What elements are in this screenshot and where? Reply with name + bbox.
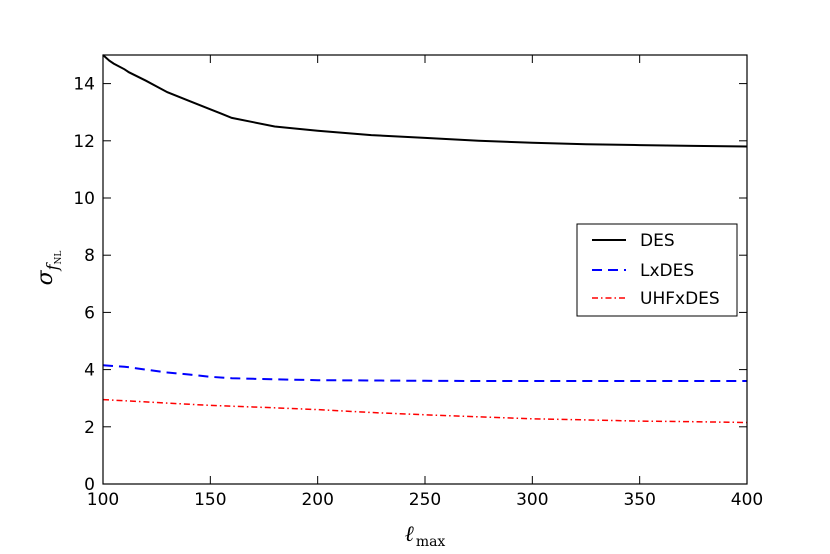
y-axis-label-main: σ xyxy=(33,269,58,285)
y-tick-label: 6 xyxy=(84,303,95,323)
y-tick-label: 8 xyxy=(84,246,95,266)
y-axis-label-sub: f xyxy=(43,261,62,271)
y-tick-label: 4 xyxy=(84,361,95,381)
series-line-uhfxdes xyxy=(102,398,748,424)
x-axis-label-sub: max xyxy=(416,534,446,550)
legend-label-des: DES xyxy=(640,231,675,251)
series-line-lxdes xyxy=(102,364,747,382)
x-tick-label: 250 xyxy=(409,490,441,510)
legend-label-uhfxdes: UHFxDES xyxy=(640,289,720,309)
y-axis-label-group: σfNL xyxy=(33,251,64,286)
series-layer xyxy=(102,54,748,424)
x-tick-label: 400 xyxy=(731,490,763,510)
y-tick-label: 2 xyxy=(84,418,95,438)
x-axis-label-main: ℓ xyxy=(405,522,415,547)
x-tick-label: 350 xyxy=(623,490,655,510)
y-tick-label: 14 xyxy=(73,75,95,95)
x-tick-label: 200 xyxy=(301,490,333,510)
y-tick-label: 0 xyxy=(84,475,95,495)
x-tick-label: 150 xyxy=(194,490,226,510)
y-axis-label: σfNL xyxy=(33,251,64,286)
x-tick-label: 100 xyxy=(87,490,119,510)
y-tick-label: 10 xyxy=(73,189,95,209)
x-axis-label: ℓ max xyxy=(405,522,446,550)
legend-label-lxdes: LxDES xyxy=(640,261,694,281)
y-tick-label: 12 xyxy=(73,132,95,152)
legend: DES LxDES UHFxDES xyxy=(576,223,738,317)
y-axis-label-subsub: NL xyxy=(54,251,64,265)
tick-layer: 100 150 200 250 300 350 400 0 2 4 6 8 10 12 14 xyxy=(73,55,763,510)
x-tick-label: 300 xyxy=(516,490,548,510)
series-line-des xyxy=(102,54,748,148)
